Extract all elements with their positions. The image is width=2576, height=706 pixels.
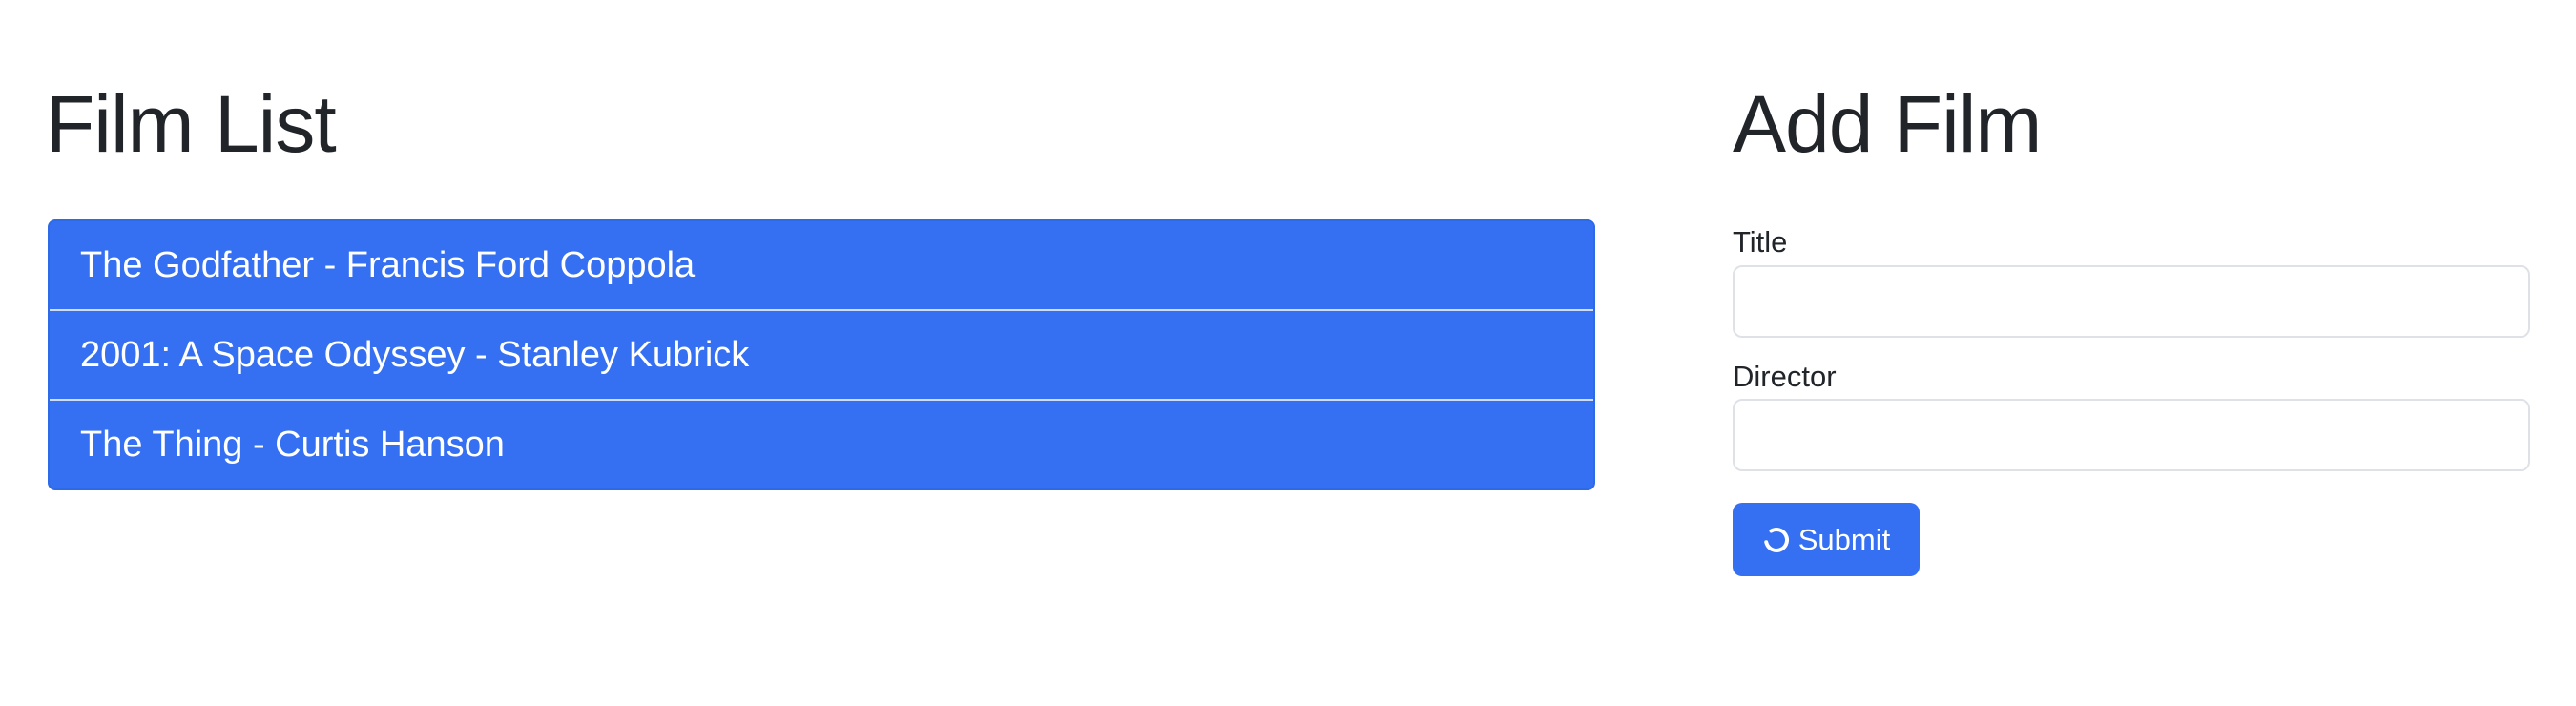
submit-button[interactable]: Submit xyxy=(1733,503,1920,576)
film-list-item[interactable]: 2001: A Space Odyssey - Stanley Kubrick xyxy=(50,309,1593,399)
director-label: Director xyxy=(1733,360,1837,393)
add-film-heading: Add Film xyxy=(1733,79,2042,169)
film-list-item[interactable]: The Godfather - Francis Ford Coppola xyxy=(50,221,1593,309)
submit-button-label: Submit xyxy=(1797,522,1891,556)
spinner-icon xyxy=(1763,527,1789,552)
film-list-item[interactable]: The Thing - Curtis Hanson xyxy=(50,399,1593,488)
title-input[interactable] xyxy=(1733,265,2530,338)
title-label: Title xyxy=(1733,225,1788,259)
director-input[interactable] xyxy=(1733,399,2530,471)
film-list-heading: Film List xyxy=(46,79,337,169)
film-list: The Godfather - Francis Ford Coppola 200… xyxy=(48,219,1595,490)
